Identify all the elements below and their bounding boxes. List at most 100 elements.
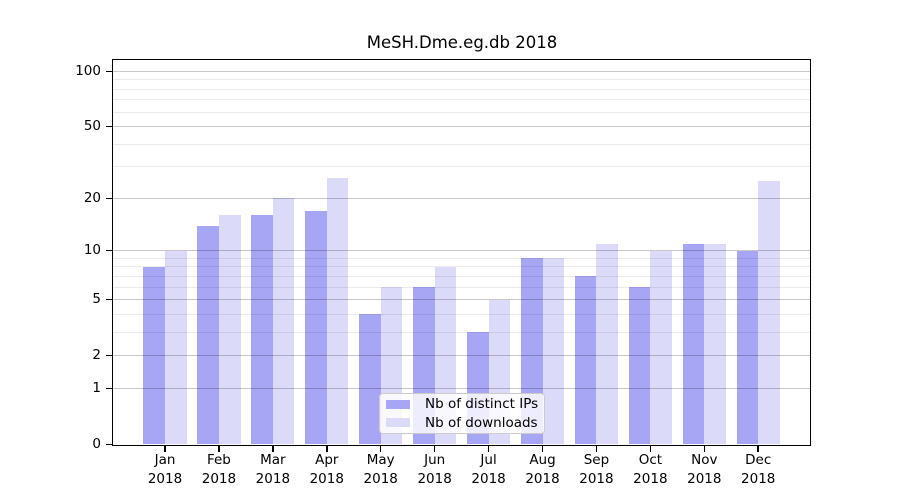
x-tick-month: Jun bbox=[424, 452, 446, 468]
y-tick-mark bbox=[106, 249, 113, 252]
x-tick-month: Jul bbox=[480, 452, 497, 468]
bar-nb-of-downloads-nov bbox=[704, 243, 726, 445]
x-tick-year: 2018 bbox=[579, 470, 614, 487]
bar-nb-of-distinct-ips-sep bbox=[574, 276, 597, 445]
y-tick-mark bbox=[106, 298, 113, 301]
y-tick-label: 100 bbox=[75, 62, 101, 79]
major-gridline bbox=[113, 387, 811, 389]
x-tick-mark bbox=[326, 446, 328, 452]
x-tick-year: 2018 bbox=[147, 470, 183, 487]
y-tick-label: 2 bbox=[92, 347, 101, 364]
x-tick-label: Jan 2018 bbox=[133, 451, 197, 488]
y-tick-label: 50 bbox=[83, 118, 101, 135]
bar-nb-of-downloads-jan bbox=[165, 250, 187, 445]
minor-gridline bbox=[113, 257, 811, 259]
bar-nb-of-downloads-aug bbox=[542, 258, 565, 445]
x-tick-label: Jun 2018 bbox=[403, 451, 467, 488]
y-tick-mark bbox=[106, 125, 113, 128]
x-tick-mark bbox=[595, 446, 598, 452]
x-tick-year: 2018 bbox=[741, 470, 776, 487]
x-tick-label: Feb 2018 bbox=[187, 451, 251, 488]
major-gridline bbox=[113, 299, 811, 301]
bar-nb-of-downloads-oct bbox=[650, 250, 672, 445]
legend-swatch-distinct-ips bbox=[386, 399, 410, 409]
bar-nb-of-distinct-ips-may bbox=[359, 314, 381, 445]
x-tick-month: Sep bbox=[583, 452, 610, 468]
y-tick-label: 20 bbox=[83, 189, 101, 206]
bar-nb-of-downloads-mar bbox=[272, 198, 295, 445]
bar-nb-of-distinct-ips-feb bbox=[197, 225, 219, 445]
bar-nb-of-distinct-ips-mar bbox=[251, 215, 273, 445]
bar-nb-of-distinct-ips-nov bbox=[682, 243, 705, 445]
minor-gridline bbox=[113, 166, 811, 168]
minor-gridline bbox=[113, 99, 811, 101]
x-tick-year: 2018 bbox=[417, 470, 452, 487]
x-tick-year: 2018 bbox=[471, 470, 506, 487]
minor-gridline bbox=[113, 331, 811, 333]
bar-nb-of-distinct-ips-oct bbox=[628, 287, 651, 445]
x-tick-mark bbox=[218, 446, 220, 452]
x-tick-mark bbox=[757, 446, 759, 452]
minor-gridline bbox=[113, 266, 811, 268]
chart-title: MeSH.Dme.eg.db 2018 bbox=[366, 33, 558, 52]
major-gridline bbox=[113, 197, 811, 199]
minor-gridline bbox=[113, 275, 811, 277]
x-tick-label: Nov 2018 bbox=[672, 451, 736, 488]
y-tick-mark bbox=[106, 197, 113, 200]
minor-gridline bbox=[113, 313, 811, 315]
x-tick-mark bbox=[433, 446, 436, 452]
x-tick-year: 2018 bbox=[255, 470, 291, 487]
x-tick-mark bbox=[649, 446, 652, 452]
x-tick-month: Nov bbox=[691, 452, 718, 468]
x-tick-month: Oct bbox=[638, 452, 663, 468]
x-tick-label: Dec 2018 bbox=[726, 451, 790, 488]
x-tick-year: 2018 bbox=[525, 470, 560, 487]
major-gridline bbox=[113, 355, 811, 357]
x-tick-year: 2018 bbox=[363, 470, 398, 487]
major-gridline bbox=[113, 70, 811, 72]
x-tick-mark bbox=[164, 446, 166, 452]
legend-label-downloads: Nb of downloads bbox=[425, 414, 538, 431]
x-tick-month: Dec bbox=[745, 452, 772, 468]
y-tick-mark bbox=[106, 387, 113, 390]
y-tick-mark bbox=[106, 443, 113, 446]
x-tick-label: Aug 2018 bbox=[511, 451, 575, 488]
x-tick-mark bbox=[541, 446, 544, 452]
x-tick-year: 2018 bbox=[309, 470, 344, 487]
minor-gridline bbox=[113, 286, 811, 288]
legend-item-distinct-ips: Nb of distinct IPs bbox=[386, 396, 538, 413]
x-tick-year: 2018 bbox=[201, 470, 237, 487]
minor-gridline bbox=[113, 79, 811, 81]
x-tick-month: Jan bbox=[154, 452, 176, 468]
y-tick-label: 10 bbox=[83, 242, 101, 259]
x-tick-mark bbox=[703, 446, 706, 452]
x-tick-mark bbox=[379, 446, 382, 452]
x-tick-mark bbox=[487, 446, 490, 452]
x-tick-year: 2018 bbox=[633, 470, 668, 487]
y-tick-label: 0 bbox=[92, 436, 101, 452]
major-gridline bbox=[113, 250, 811, 252]
minor-gridline bbox=[113, 88, 811, 90]
bar-nb-of-downloads-sep bbox=[596, 243, 619, 445]
x-tick-month: Mar bbox=[260, 452, 286, 468]
x-tick-month: Apr bbox=[315, 452, 339, 468]
bar-nb-of-downloads-apr bbox=[326, 178, 349, 445]
x-tick-year: 2018 bbox=[687, 470, 722, 487]
legend: Nb of distinct IPs Nb of downloads bbox=[379, 393, 545, 434]
x-tick-month: May bbox=[366, 452, 395, 468]
x-tick-label: Jul 2018 bbox=[457, 451, 521, 488]
bar-nb-of-distinct-ips-jan bbox=[143, 266, 165, 445]
minor-gridline bbox=[113, 111, 811, 113]
legend-swatch-downloads bbox=[386, 418, 410, 428]
y-tick-mark bbox=[106, 70, 113, 73]
legend-item-downloads: Nb of downloads bbox=[386, 415, 538, 432]
y-tick-label: 1 bbox=[92, 379, 101, 396]
x-tick-label: Apr 2018 bbox=[295, 451, 359, 488]
y-tick-label: 5 bbox=[92, 291, 101, 308]
x-tick-label: Oct 2018 bbox=[618, 451, 682, 488]
bar-nb-of-downloads-feb bbox=[218, 215, 241, 445]
x-tick-label: May 2018 bbox=[349, 451, 413, 488]
